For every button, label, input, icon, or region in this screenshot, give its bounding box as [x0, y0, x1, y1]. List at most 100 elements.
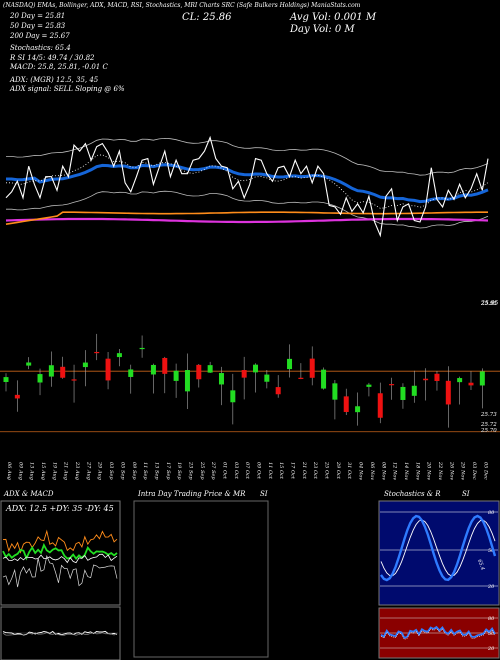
- ema20-line: [6, 163, 489, 204]
- rsi-tick-label: 20: [487, 646, 495, 652]
- stochastics-panel: 80 50 20 80 50 20 65.4: [378, 500, 500, 659]
- date-tick-label: 07 Oct: [244, 462, 250, 480]
- date-tick-label: 17 Oct: [290, 462, 296, 480]
- candle-price-label: 25.72: [480, 422, 497, 428]
- candle-body: [264, 374, 270, 382]
- stoch-value-label: 65.4: [476, 559, 485, 572]
- rsi-signal-line: [380, 628, 496, 640]
- date-tick-label: 23 Sep: [187, 461, 193, 480]
- date-tick-label: 11 Sep: [142, 462, 148, 480]
- bollinger-upper: [6, 137, 489, 176]
- stoch-k-line: [380, 514, 497, 582]
- adx-minus-di-line: [2, 529, 118, 554]
- candle-body: [445, 380, 451, 405]
- candle-body: [139, 347, 145, 350]
- date-tick-label: 27 Sep: [210, 461, 216, 480]
- candle-body: [116, 353, 122, 358]
- stoch-tick-label: 50: [488, 548, 495, 554]
- adx-panel-title: ADX & MACD: [4, 490, 54, 498]
- date-tick-label: 31 Oct: [346, 462, 352, 480]
- candle-price-label: 25.73: [480, 412, 497, 418]
- stoch-panel-right-label: SI: [462, 490, 470, 498]
- candle-body: [309, 358, 315, 378]
- close-price-line: [5, 135, 489, 238]
- stoch-d-line: [380, 519, 496, 577]
- ema10-dotted-line: [6, 154, 489, 209]
- candle-body: [298, 377, 304, 379]
- candle-price-label: 25.95: [480, 301, 497, 307]
- adx-line: [2, 553, 118, 564]
- candle-series: [0, 333, 500, 433]
- stoch-grid: 80 50 20 80 50 20: [380, 510, 498, 652]
- candle-body: [128, 369, 134, 377]
- candle-body: [48, 365, 54, 377]
- candle-body: [287, 358, 293, 370]
- date-tick-label: 21 Oct: [301, 461, 307, 480]
- rsi-line: [380, 625, 496, 640]
- date-tick-label: 05 Sep: [119, 462, 125, 480]
- rsi-tick-label: 80: [488, 616, 495, 622]
- date-tick-label: 26 Nov: [448, 461, 454, 480]
- candle-body: [457, 378, 463, 383]
- rsi-lines: [380, 625, 496, 640]
- date-tick-label: 25 Oct: [324, 461, 330, 480]
- date-tick-label: 17 Sep: [165, 462, 171, 480]
- stoch-panel-title: Stochastics & R: [384, 490, 441, 498]
- adx-plus-di-line: [2, 542, 118, 561]
- intraday-panel-right-label: SI: [260, 490, 268, 498]
- candle-body: [105, 358, 111, 381]
- date-axis-labels: 06 Aug 09 Aug 13 Aug 15 Aug 19 Aug 21 Aug 23 A…: [6, 461, 488, 480]
- candle-body: [71, 379, 77, 381]
- candle-body: [3, 377, 9, 382]
- date-tick-label: 23 Aug: [74, 461, 80, 480]
- date-tick-label: 11 Oct: [267, 462, 273, 480]
- candle-body: [94, 351, 100, 354]
- macd-lines: [2, 630, 118, 636]
- date-tick-label: 29 Oct: [335, 461, 341, 480]
- date-tick-label: 03 Sep: [108, 462, 114, 480]
- candle-body: [332, 383, 338, 400]
- date-tick-label: 05 Dec: [482, 462, 488, 480]
- rsi-tick-label: 50: [488, 631, 495, 637]
- ema20-readout: 20 Day = 25.81: [10, 12, 66, 20]
- candle-body: [207, 365, 213, 373]
- date-tick-label: 04 Nov: [358, 462, 364, 480]
- candle-body: [423, 378, 429, 381]
- intraday-panel: [133, 500, 269, 658]
- candle-body: [82, 362, 88, 368]
- ema200-line: [5, 217, 489, 224]
- candle-body: [162, 357, 168, 374]
- candle-body: [366, 384, 372, 387]
- date-tick-label: 03 Dec: [471, 462, 477, 480]
- stochastics-readout: Stochastics: 65.4: [10, 44, 71, 52]
- candle-body: [411, 385, 417, 396]
- stoch-tick-label: 20: [487, 584, 495, 590]
- candle-body: [434, 373, 440, 381]
- date-tick-label: 23 Oct: [312, 461, 318, 480]
- candle-body: [241, 370, 247, 378]
- candle-body: [377, 393, 383, 418]
- date-tick-label: 09 Oct: [256, 462, 262, 480]
- candle-body: [37, 374, 43, 383]
- date-tick-label: 12 Nov: [392, 462, 398, 480]
- candle-body: [400, 386, 406, 400]
- close-price: CL: 25.86: [182, 12, 232, 23]
- candle-body: [389, 384, 395, 386]
- candle-body: [14, 394, 20, 399]
- date-tick-label: 14 Nov: [403, 462, 409, 480]
- date-tick-label: 03 Oct: [233, 462, 239, 480]
- date-tick-label: 06 Nov: [369, 462, 375, 480]
- candle-body: [343, 396, 349, 412]
- date-tick-label: 13 Sep: [153, 462, 159, 480]
- rsi-readout: R SI 14/5: 49.74 / 30.82: [10, 54, 95, 62]
- candle-body: [479, 371, 485, 386]
- date-tick-label: 19 Aug: [51, 462, 57, 480]
- price-lines: [5, 135, 489, 238]
- candle-price-label: 25.70: [480, 428, 497, 434]
- chart-legend: (NASDAQ) EMAs, Bollinger, ADX, MACD, RSI…: [3, 2, 361, 9]
- date-tick-label: 13 Aug: [29, 462, 35, 480]
- date-tick-label: 22 Nov: [437, 461, 443, 480]
- candle-body: [196, 364, 202, 380]
